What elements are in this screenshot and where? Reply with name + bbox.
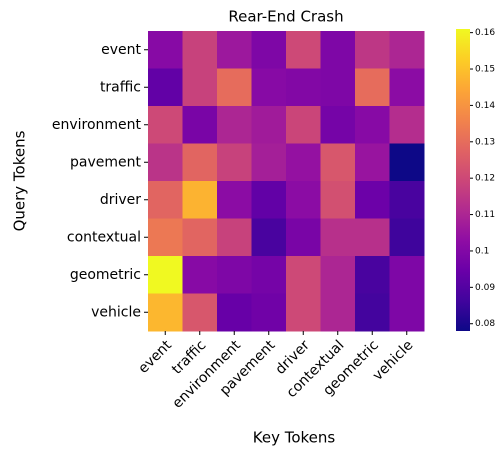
y-tick-label: geometric <box>70 267 141 283</box>
heatmap-cell <box>251 68 287 107</box>
y-tick-label: environment <box>52 117 142 133</box>
colorbar-tick-label: 0.16 <box>475 28 495 38</box>
colorbar-tick-label: 0.13 <box>475 137 495 147</box>
colorbar-tick-label: 0.09 <box>475 283 495 293</box>
heatmap-cell <box>182 68 218 107</box>
heatmap-cell <box>355 31 390 69</box>
heatmap-cell <box>148 256 183 294</box>
heatmap-cell <box>320 31 356 69</box>
heatmap-cell <box>182 143 218 182</box>
heatmap-cell <box>286 293 321 332</box>
colorbar <box>456 29 470 331</box>
heatmap-cell <box>148 293 183 332</box>
heatmap-cell <box>389 143 425 182</box>
heatmap-cell <box>217 68 252 107</box>
heatmap-cell <box>251 106 287 144</box>
heatmap-cell <box>389 181 425 219</box>
heatmap-cell <box>355 106 390 144</box>
heatmap-cell <box>286 31 321 69</box>
heatmap-cell <box>182 256 218 294</box>
heatmap-cell <box>182 181 218 219</box>
heatmap-cell <box>286 106 321 144</box>
heatmap-cell <box>217 293 252 332</box>
colorbar-tick-label: 0.15 <box>475 65 495 75</box>
heatmap-cell <box>286 181 321 219</box>
colorbar-tick-label: 0.12 <box>475 174 495 184</box>
heatmap-cell <box>286 218 321 257</box>
colorbar-tick-label: 0.1 <box>475 246 489 256</box>
heatmap-cell <box>320 218 356 257</box>
heatmap-cell <box>182 106 218 144</box>
y-tick-label: event <box>101 42 141 58</box>
colorbar-tick-label: 0.14 <box>475 101 495 111</box>
y-tick-label: vehicle <box>91 304 141 320</box>
heatmap-cell <box>182 293 218 332</box>
heatmap-cell <box>320 181 356 219</box>
y-tick-label: driver <box>100 192 141 208</box>
heatmap-cell <box>286 68 321 107</box>
heatmap-cell <box>217 181 252 219</box>
heatmap-cell <box>389 106 425 144</box>
heatmap-cell <box>251 256 287 294</box>
heatmap-cell <box>148 181 183 219</box>
heatmap-cell <box>389 218 425 257</box>
heatmap-cell <box>217 31 252 69</box>
heatmap-cell <box>251 218 287 257</box>
heatmap-cell <box>355 143 390 182</box>
y-tick-label: traffic <box>100 79 141 95</box>
heatmap-cell <box>389 256 425 294</box>
heatmap-cell <box>148 68 183 107</box>
heatmap-cell <box>320 256 356 294</box>
heatmap-cell <box>355 293 390 332</box>
heatmap-cell <box>355 256 390 294</box>
heatmap-cell <box>355 181 390 219</box>
heatmap-cell <box>182 218 218 257</box>
heatmap-cell <box>217 218 252 257</box>
heatmap-cell <box>148 106 183 144</box>
heatmap-cell <box>389 68 425 107</box>
heatmap-cell <box>320 143 356 182</box>
y-tick-label: pavement <box>70 154 141 170</box>
heatmap-cell <box>320 106 356 144</box>
x-axis-label: Key Tokens <box>253 429 336 447</box>
heatmap-cell <box>148 218 183 257</box>
heatmap-cell <box>182 31 218 69</box>
heatmap-cell <box>251 31 287 69</box>
heatmap-cell <box>148 31 183 69</box>
colorbar-tick-label: 0.11 <box>475 210 495 220</box>
heatmap-cell <box>251 181 287 219</box>
chart-title: Rear-End Crash <box>228 8 343 26</box>
heatmap-cell <box>286 256 321 294</box>
heatmap-cell <box>320 293 356 332</box>
heatmap-cell <box>217 106 252 144</box>
heatmap-cell <box>148 143 183 182</box>
x-tick-label: event <box>135 337 175 377</box>
heatmap-cell <box>355 68 390 107</box>
heatmap-cell <box>389 31 425 69</box>
y-tick-label: contextual <box>67 229 141 245</box>
heatmap-cell <box>389 293 425 332</box>
heatmap-cell <box>286 143 321 182</box>
heatmap-cell <box>355 218 390 257</box>
heatmap-cell <box>217 143 252 182</box>
heatmap-cell <box>251 293 287 332</box>
heatmap-cell <box>251 143 287 182</box>
colorbar-tick-label: 0.08 <box>475 319 495 329</box>
heatmap-cell <box>217 256 252 294</box>
heatmap-cell <box>320 68 356 107</box>
y-axis-label: Query Tokens <box>11 130 29 231</box>
